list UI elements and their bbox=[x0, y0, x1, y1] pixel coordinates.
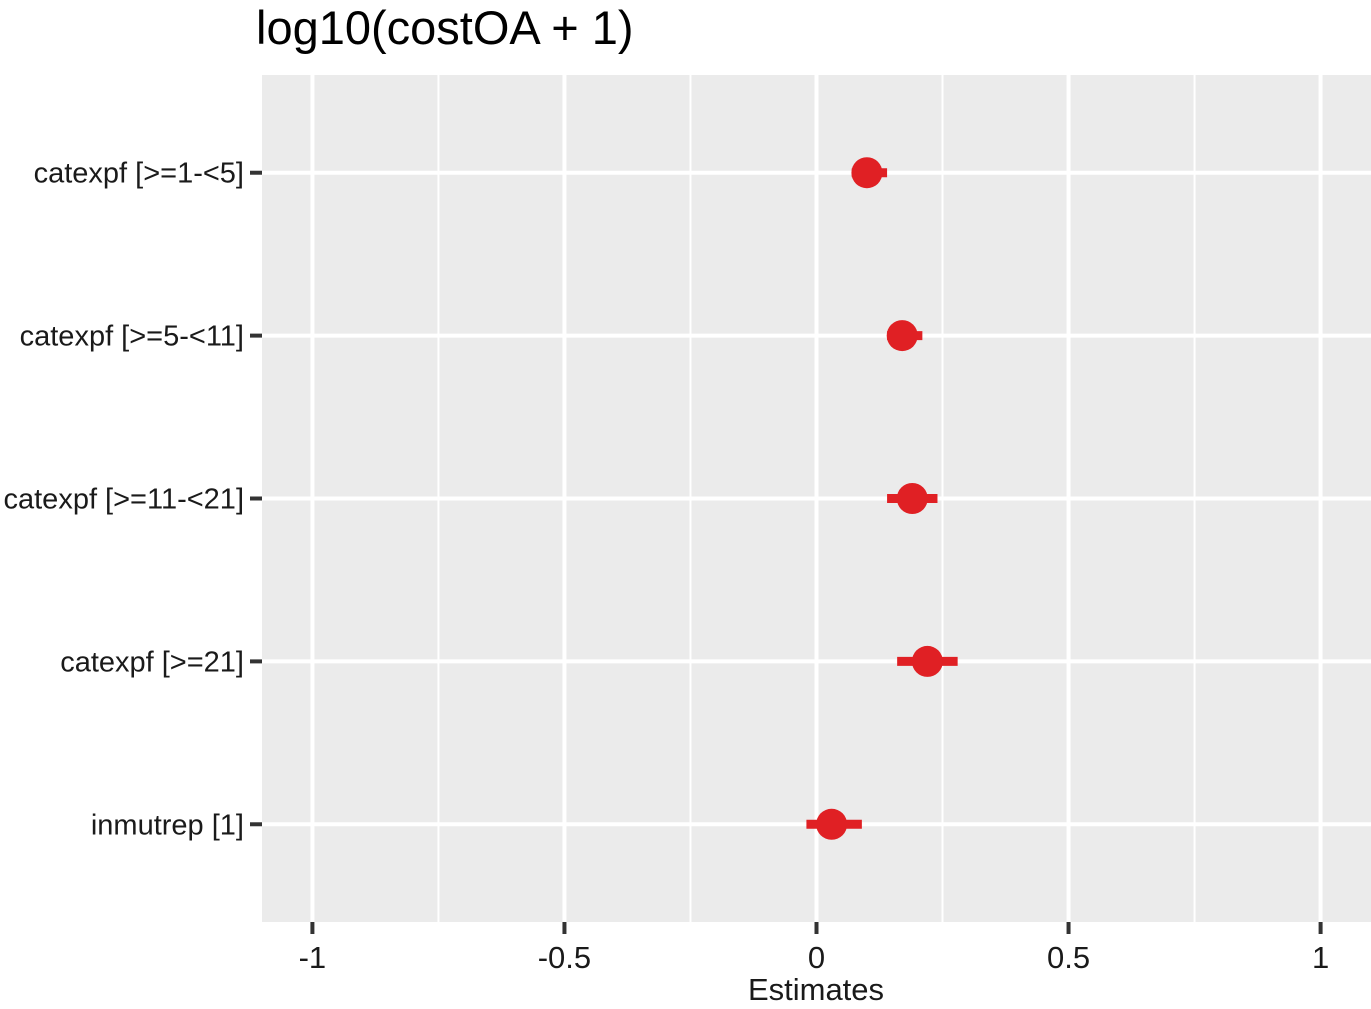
point-estimate bbox=[851, 157, 883, 189]
point-estimate bbox=[911, 645, 943, 677]
point-estimate bbox=[816, 808, 848, 840]
y-tick-label: catexpf [>=1-<5] bbox=[34, 158, 244, 190]
y-tick-label: catexpf [>=21] bbox=[60, 646, 244, 678]
y-tick-label: catexpf [>=5-<11] bbox=[20, 321, 244, 353]
x-axis-title: Estimates bbox=[747, 972, 885, 1007]
x-tick-label: -1 bbox=[299, 940, 327, 975]
y-tick-label: catexpf [>=11-<21] bbox=[4, 484, 245, 516]
data-series bbox=[806, 157, 958, 840]
x-tick-label: -0.5 bbox=[538, 940, 591, 975]
x-tick-label: 0.5 bbox=[1047, 940, 1090, 975]
y-axis: catexpf [>=1-<5] catexpf [>=5-<11] catexpf… bbox=[4, 158, 262, 841]
x-tick-label: 0 bbox=[808, 940, 825, 975]
x-tick-label: 1 bbox=[1312, 940, 1329, 975]
point-estimate bbox=[886, 320, 918, 352]
x-axis: -1 -0.5 0 0.5 1 bbox=[299, 922, 1329, 975]
point-estimate bbox=[896, 483, 928, 514]
plot-title: log10(costOA + 1) bbox=[256, 1, 634, 54]
y-tick-label: inmutrep [1] bbox=[91, 809, 244, 841]
